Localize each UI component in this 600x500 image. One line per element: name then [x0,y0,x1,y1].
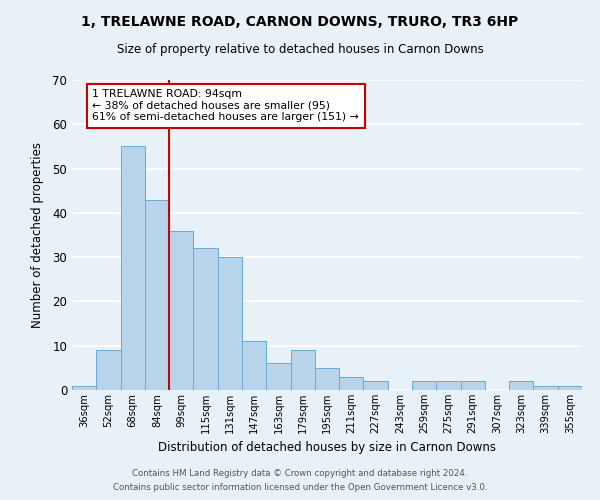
Bar [72,386,96,390]
Text: 1, TRELAWNE ROAD, CARNON DOWNS, TRURO, TR3 6HP: 1, TRELAWNE ROAD, CARNON DOWNS, TRURO, T… [82,15,518,29]
Bar [96,350,121,390]
Bar [339,376,364,390]
Bar [436,381,461,390]
Bar [242,342,266,390]
Text: 1 TRELAWNE ROAD: 94sqm
← 38% of detached houses are smaller (95)
61% of semi-det: 1 TRELAWNE ROAD: 94sqm ← 38% of detached… [92,90,359,122]
Bar [193,248,218,390]
Bar [364,381,388,390]
X-axis label: Distribution of detached houses by size in Carnon Downs: Distribution of detached houses by size … [158,442,496,454]
Bar [533,386,558,390]
Bar [558,386,582,390]
Bar [315,368,339,390]
Text: Contains HM Land Registry data © Crown copyright and database right 2024.: Contains HM Land Registry data © Crown c… [132,468,468,477]
Text: Size of property relative to detached houses in Carnon Downs: Size of property relative to detached ho… [116,42,484,56]
Bar [412,381,436,390]
Bar [121,146,145,390]
Bar [169,230,193,390]
Bar [218,257,242,390]
Bar [461,381,485,390]
Y-axis label: Number of detached properties: Number of detached properties [31,142,44,328]
Bar [509,381,533,390]
Bar [290,350,315,390]
Bar [145,200,169,390]
Text: Contains public sector information licensed under the Open Government Licence v3: Contains public sector information licen… [113,484,487,492]
Bar [266,364,290,390]
